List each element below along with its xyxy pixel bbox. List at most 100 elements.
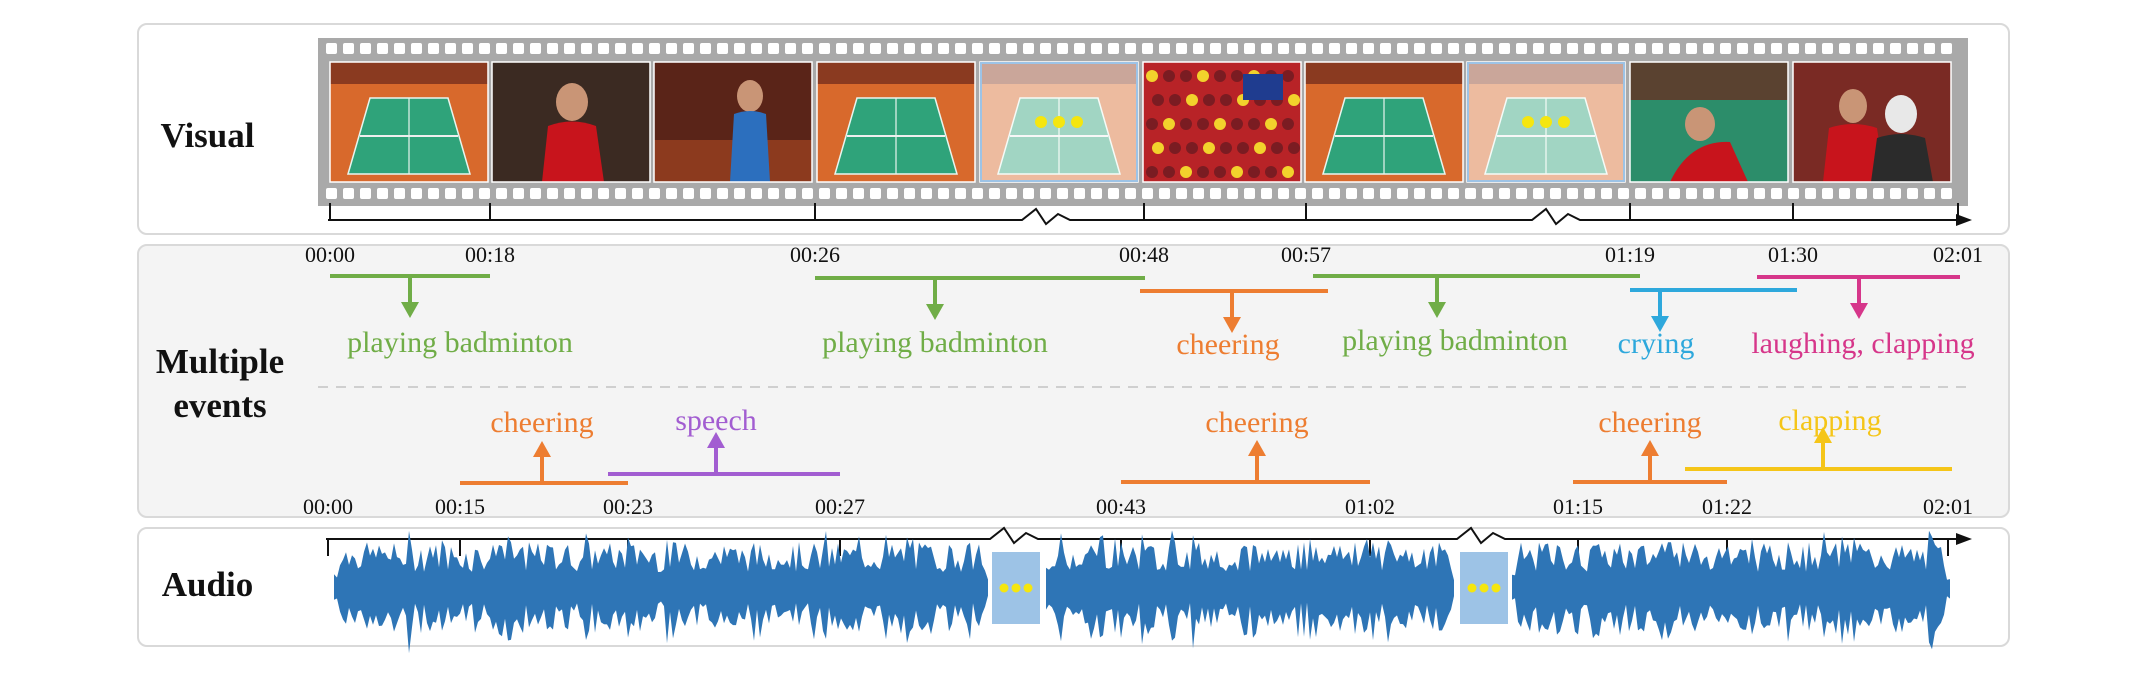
film-hole [1873,43,1884,54]
crowd-person [1271,142,1283,154]
film-hole [581,43,592,54]
ellipsis-dot [1491,583,1501,593]
frame-stands [330,62,488,84]
film-hole [615,43,626,54]
film-hole [972,43,983,54]
axis-tick-label: 00:15 [435,494,485,519]
film-hole [1261,188,1272,199]
film-hole [1941,188,1952,199]
waveform-segment [1512,530,1950,650]
film-hole [326,43,337,54]
person-head [1839,89,1867,123]
axis-tick-label: 00:27 [815,494,865,519]
axis-tick-label: 02:01 [1923,494,1973,519]
film-hole [1703,43,1714,54]
film-hole [1431,188,1442,199]
event-label: cheering [490,406,593,439]
court-lines [347,97,471,175]
event: playing badminton [1313,274,1640,357]
film-hole [1023,188,1034,199]
film-hole [1771,43,1782,54]
axis-arrowhead [1956,214,1972,226]
crowd-person [1282,166,1294,178]
film-hole [1907,188,1918,199]
film-hole [683,43,694,54]
crowd-person [1265,118,1277,130]
film-hole [785,43,796,54]
crowd-person [1237,142,1249,154]
film-hole [921,188,932,199]
axis-tick-label: 01:02 [1345,494,1395,519]
film-hole [1601,43,1612,54]
frame-border [1629,61,1789,183]
flag [1243,74,1283,100]
film-hole [734,188,745,199]
film-hole [1839,188,1850,199]
film-hole [887,188,898,199]
film-hole [1482,188,1493,199]
film-hole [1601,188,1612,199]
film-hole [326,188,337,199]
film-hole [1040,43,1051,54]
film-hole [598,188,609,199]
film-hole [751,188,762,199]
film-hole [1516,188,1527,199]
film-hole [513,188,524,199]
film-hole [1533,188,1544,199]
event: cheering [1140,289,1328,361]
film-hole [1465,43,1476,54]
film-hole [530,188,541,199]
event-arrowhead [926,304,944,320]
film-hole [1414,43,1425,54]
event-label: playing badminton [347,326,573,359]
video-frame [491,61,651,183]
event-arrowhead [401,302,419,318]
film-hole [938,43,949,54]
crowd-person [1203,94,1215,106]
film-hole [1856,43,1867,54]
audio-events: cheering speech cheering cheering clapping [460,404,1952,485]
video-frame [1466,61,1626,183]
axis-tick-label: 01:19 [1605,242,1655,267]
film-hole [1295,188,1306,199]
event-arrowhead [1223,317,1241,333]
film-hole [547,188,558,199]
ellipsis-dot [1023,583,1033,593]
film-hole [1567,43,1578,54]
axis-tick-label: 01:15 [1553,494,1603,519]
event-arrowhead [1641,440,1659,456]
film-hole [343,43,354,54]
event: playing badminton [815,276,1145,359]
film-hole [1635,43,1646,54]
film-hole [1924,188,1935,199]
person-head [1885,95,1917,133]
film-hole [479,188,490,199]
axis-line [328,207,1960,226]
frame-border [816,61,976,183]
film-hole [1227,43,1238,54]
event-label: cheering [1205,406,1308,439]
video-frame [329,61,489,183]
crowd-person [1169,142,1181,154]
film-hole [1057,188,1068,199]
crowd-person [1214,166,1226,178]
film-hole [1737,43,1748,54]
film-hole [1720,43,1731,54]
film-hole [972,188,983,199]
film-hole [734,43,745,54]
frame-border [491,61,651,183]
event-label: cheering [1176,328,1279,361]
event-label: clapping [1778,404,1881,437]
crowd-person [1265,166,1277,178]
film-hole [1040,188,1051,199]
film-hole [394,43,405,54]
film-hole [1278,188,1289,199]
film-hole [1737,188,1748,199]
film-hole [343,188,354,199]
film-hole [462,43,473,54]
film-hole [1907,43,1918,54]
film-hole [377,188,388,199]
player-body [542,121,604,182]
person-body [1823,124,1885,182]
crowd-person [1197,70,1209,82]
